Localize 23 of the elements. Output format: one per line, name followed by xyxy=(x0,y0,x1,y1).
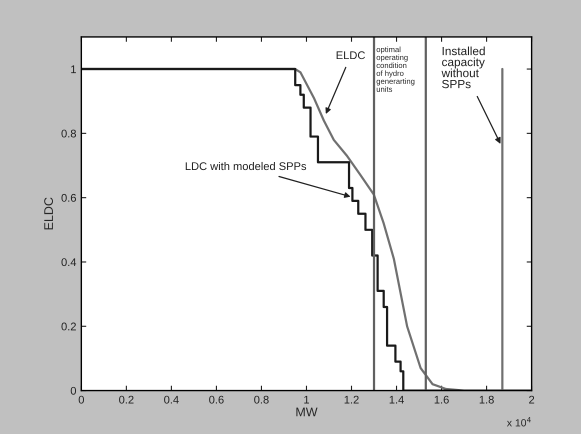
x-tick-label: 0.2 xyxy=(119,396,134,404)
y-tick-label: 0 xyxy=(70,386,76,395)
x-axis-title: MW xyxy=(296,408,318,416)
y-tick-label: 0.6 xyxy=(61,194,76,202)
annotation: Installed capacity without SPPs xyxy=(442,46,485,88)
annotation: ELDC xyxy=(336,51,365,60)
x-tick-label: 1.8 xyxy=(480,396,494,404)
x-tick-label: 0 xyxy=(78,396,84,404)
x-tick-label: 0.4 xyxy=(164,396,179,404)
x-tick-label: 1.4 xyxy=(390,396,404,404)
x-tick-label: 0.6 xyxy=(209,396,224,404)
x-tick-label: 0.8 xyxy=(254,396,269,404)
x-tick-label: 2 xyxy=(529,396,534,404)
annotation: LDC with modeled SPPs xyxy=(186,162,306,170)
y-tick-label: 1 xyxy=(71,65,76,74)
y-tick-label: 0.4 xyxy=(61,258,76,266)
y-tick-label: 0.2 xyxy=(61,322,76,330)
x-tick-label: 1 xyxy=(304,396,310,404)
y-tick-label: 0.8 xyxy=(61,130,76,138)
text: x 10$^{4}$ xyxy=(506,417,531,426)
x-tick-label: 1.6 xyxy=(434,396,449,404)
x-tick-label: 1.2 xyxy=(344,396,359,404)
y-axis-title: ELDC xyxy=(44,198,54,230)
